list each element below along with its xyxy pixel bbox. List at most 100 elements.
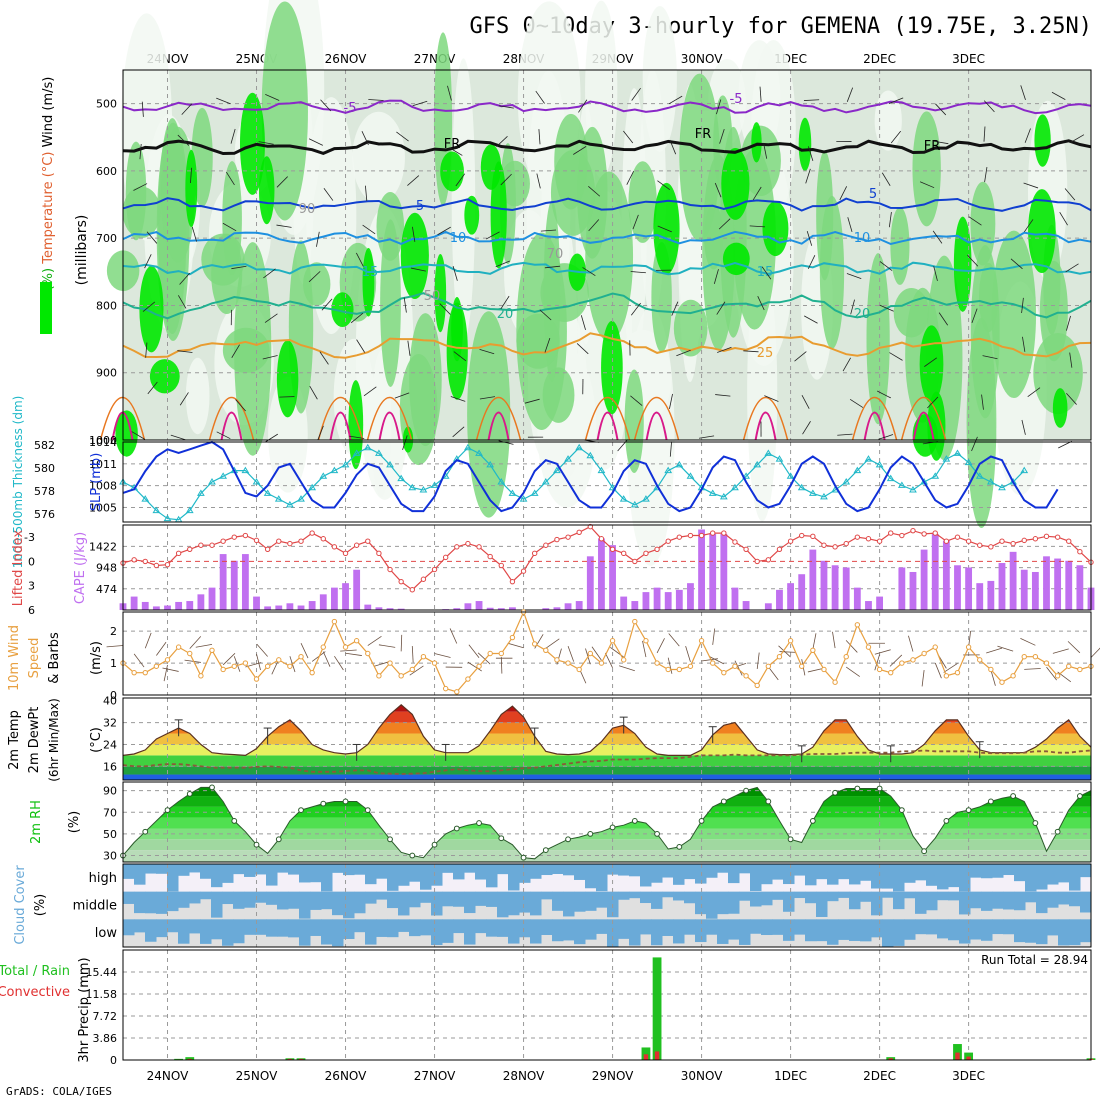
li-marker (398, 578, 404, 585)
cape-bar (976, 583, 984, 610)
cloud-fraction-bar (574, 891, 586, 912)
surface-wind-barb (874, 654, 880, 671)
surface-wind-barb (908, 635, 914, 652)
rh-saturated-blob (751, 122, 762, 163)
cloud-fraction-bar (288, 864, 300, 875)
wind-barb (350, 312, 364, 324)
surface-wind-barb (322, 651, 331, 667)
li-marker (498, 562, 504, 569)
thickness-marker (986, 478, 995, 485)
cloud-fraction-bar (684, 864, 696, 880)
wind-barb (316, 231, 320, 247)
li-marker (965, 538, 972, 544)
wind-barb (144, 254, 152, 269)
wind-barb (412, 100, 428, 107)
cloud-fraction-bar (552, 919, 564, 942)
rh-moist-blob (467, 311, 511, 518)
cloud-fraction-bar (497, 891, 509, 918)
surface-wind-barb (468, 644, 480, 658)
li-marker (409, 587, 415, 593)
cape-bar (776, 589, 783, 610)
wind-barb (356, 339, 366, 353)
li-marker (921, 531, 927, 537)
contour-label: 50 (424, 289, 441, 304)
wind-speed-marker (787, 638, 794, 644)
cloud-fraction-bar (167, 891, 179, 912)
wind-barb (846, 273, 862, 279)
wind-barb (276, 224, 292, 228)
cloud-fraction-bar (1014, 864, 1026, 882)
hot-contour (487, 411, 510, 441)
cloud-fraction-bar (486, 891, 498, 907)
warm-contour (584, 396, 631, 441)
li-tick: 0 (28, 555, 35, 568)
cloud-fraction-bar (343, 864, 355, 876)
cape-bar (308, 601, 316, 610)
surface-wind-barb (986, 647, 1003, 654)
cloud-fraction-bar (519, 864, 531, 883)
wind-speed-marker (465, 676, 471, 682)
cloud-fraction-bar (750, 919, 762, 934)
cloud-fraction-bar (904, 891, 916, 899)
cloud-fraction-bar (255, 919, 267, 935)
li-marker (1077, 549, 1083, 555)
rh-marker (1054, 828, 1061, 835)
surface-wind-barb (997, 645, 1014, 652)
rh-saturated-blob (440, 151, 464, 192)
wind-barb (450, 396, 466, 402)
cloud-fraction-bar (244, 864, 256, 877)
wind-speed-marker (665, 666, 671, 673)
wind-speed-marker (1043, 660, 1050, 666)
wind-barb (258, 141, 274, 145)
li-marker (520, 568, 527, 574)
li-marker (431, 566, 438, 573)
cloud-fraction-bar (299, 919, 311, 946)
rh-tick: 90 (103, 785, 117, 798)
surface-wind-barb (943, 663, 958, 673)
cloud-fraction-bar (662, 919, 674, 936)
wind-barb (363, 386, 377, 397)
thickness-marker (642, 495, 650, 502)
cloud-level-label: low (95, 926, 118, 941)
wind-speed-marker (754, 682, 760, 689)
li-marker (454, 544, 460, 550)
surface-wind-barb (874, 649, 891, 655)
cloud-fraction-bar (618, 891, 630, 900)
thickness-marker (786, 472, 795, 479)
wind-barb (760, 421, 762, 437)
footer-credit: GrADS: COLA/IGES (6, 1085, 112, 1098)
li-marker (420, 576, 427, 582)
cloud-fraction-bar (750, 864, 762, 892)
wind-barb (630, 302, 641, 316)
cape-tick: 1422 (89, 540, 117, 553)
cloud-fraction-bar (1014, 891, 1026, 911)
cloud-fraction-bar (1047, 891, 1059, 908)
cloud-fraction-bar (123, 891, 135, 904)
cloud-fraction-bar (354, 919, 366, 933)
cloud-fraction-bar (596, 919, 608, 934)
surface-wind-barb (845, 666, 860, 677)
wind-barb (1010, 258, 1023, 270)
rh-saturated-blob (464, 195, 480, 235)
li-marker (220, 538, 226, 544)
surface-wind-barb (1046, 666, 1057, 681)
pressure-tick: 900 (96, 367, 117, 380)
thickness-marker (964, 458, 973, 466)
thickness-marker (330, 466, 339, 474)
li-marker (365, 538, 371, 544)
li-marker (988, 544, 994, 550)
wind-barb (362, 224, 376, 235)
cape-bar (253, 596, 260, 610)
cloud-fraction-bar (222, 919, 234, 946)
thickness-marker (764, 449, 773, 456)
wind-barb (407, 175, 420, 186)
wind-barb (846, 87, 854, 102)
wind-speed-marker (676, 666, 683, 673)
cloud-fraction-bar (1069, 864, 1081, 891)
thickness-marker (808, 489, 817, 496)
hot-contour (754, 411, 777, 441)
li-marker (298, 538, 304, 544)
cloud-fraction-bar (519, 891, 531, 913)
wind-barb (927, 396, 939, 409)
cloud-fraction-bar (1047, 864, 1059, 885)
